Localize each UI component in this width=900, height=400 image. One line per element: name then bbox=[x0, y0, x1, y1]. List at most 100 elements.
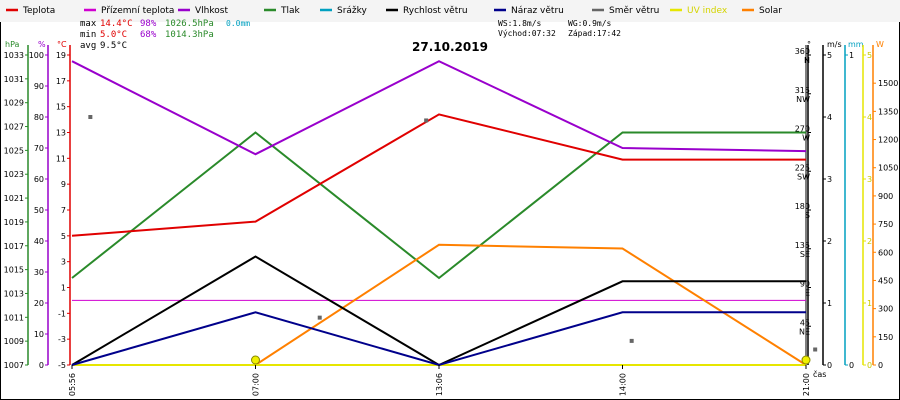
axis-tick-label: 13 bbox=[56, 129, 66, 138]
axis-tick-label: 19 bbox=[56, 51, 66, 60]
axis-tick-label: -5 bbox=[58, 361, 66, 370]
axis-tick-label: 1007 bbox=[4, 361, 24, 370]
axis-tick-label: 100 bbox=[29, 51, 44, 60]
stats-min-label: min bbox=[80, 30, 96, 40]
axis-tick-label: 80 bbox=[34, 113, 44, 122]
axis-tick-direction: SW bbox=[797, 172, 810, 181]
axis-tick-label: 70 bbox=[34, 144, 44, 153]
axis-tick-label: 45 bbox=[800, 318, 810, 327]
axis-tick-label: 225 bbox=[795, 163, 810, 172]
axis-tick-direction: NW bbox=[796, 95, 810, 104]
axis-tick-label: 1033 bbox=[4, 51, 24, 60]
wind-direction-point bbox=[813, 347, 818, 352]
wind-info-block: WS:1.8m/s WG:0.9m/s Východ:07:32 Západ:1… bbox=[498, 19, 621, 38]
axis-tick-label: 450 bbox=[878, 276, 893, 285]
axis-tick-label: 900 bbox=[878, 192, 893, 201]
wind-speed-avg: WS:1.8m/s bbox=[498, 19, 542, 28]
axis-tick-label: 5 bbox=[61, 232, 66, 241]
uv-marker bbox=[251, 355, 260, 365]
legend-label: Srážky bbox=[337, 6, 368, 16]
axis-tick-label: 3 bbox=[867, 175, 872, 184]
axis-tick-label: 1021 bbox=[4, 194, 24, 203]
axis-tick-label: 180 bbox=[795, 202, 810, 211]
x-axis-ticks: 05:56 07:00 13:06 14:00 21:00 bbox=[68, 365, 811, 396]
legend-label: Solar bbox=[759, 6, 782, 16]
axis-tick-label: 1031 bbox=[4, 75, 24, 84]
legend-label: Náraz větru bbox=[511, 6, 564, 16]
axis-tick-label: 90 bbox=[34, 82, 44, 91]
stats-avg-label: avg bbox=[80, 41, 96, 51]
axis-tick-direction: E bbox=[805, 289, 810, 298]
axis-tick-direction: NE bbox=[799, 327, 810, 336]
unit-mm: mm bbox=[848, 40, 864, 49]
axis-tick-label: 4 bbox=[827, 113, 832, 122]
axis-tick-label: 1027 bbox=[4, 123, 24, 132]
axis-tick-label: 7 bbox=[61, 206, 66, 215]
axis-tick-label: 11 bbox=[56, 154, 66, 163]
axis-tick-label: 0 bbox=[867, 361, 872, 370]
axis-tick-label: 1 bbox=[849, 51, 854, 60]
axis-tick-label: 600 bbox=[878, 248, 893, 257]
axis-tick-direction: S bbox=[805, 211, 810, 220]
axis-tick-label: 5 bbox=[867, 51, 872, 60]
axis-tick-label: 3 bbox=[61, 258, 66, 267]
stats-max-rain: 0.0mm bbox=[226, 19, 250, 28]
axis-tick-label: 10 bbox=[34, 330, 44, 339]
plot-area bbox=[71, 60, 818, 367]
axis-tick-label: 150 bbox=[878, 333, 893, 342]
legend-label: Přízemní teplota bbox=[101, 6, 174, 16]
axis-tick-label: 1350 bbox=[878, 107, 898, 116]
legend-label: Tlak bbox=[280, 6, 301, 16]
axis-tick-label: 270 bbox=[795, 125, 810, 134]
stats-max-pressure: 1026.5hPa bbox=[165, 19, 214, 29]
stats-max-humidity: 98% bbox=[140, 19, 157, 29]
axis-unit-labels: hPa % °C ° m/s mm W čas bbox=[5, 40, 884, 379]
axis-tick-label: 1023 bbox=[4, 170, 24, 179]
unit-percent: % bbox=[38, 40, 46, 49]
axis-tick-label: 1013 bbox=[4, 289, 24, 298]
chart-title: 27.10.2019 bbox=[412, 40, 488, 54]
axis-tick-label: 2 bbox=[827, 237, 832, 246]
axis-tick-label: 1017 bbox=[4, 242, 24, 251]
axis-tick-label: 3 bbox=[827, 175, 832, 184]
axis-tick-label: 9 bbox=[61, 180, 66, 189]
axis-tick-label: 2 bbox=[867, 237, 872, 246]
axis-tick-direction: N bbox=[804, 56, 810, 65]
unit-watt: W bbox=[876, 40, 884, 49]
axis-tick-label: 60 bbox=[34, 175, 44, 184]
x-tick-label: 13:06 bbox=[435, 373, 444, 396]
stats-avg-temp: 9.5°C bbox=[100, 41, 127, 51]
axis-tick-label: -1 bbox=[58, 309, 66, 318]
stats-min-humidity: 68% bbox=[140, 30, 157, 40]
legend: Teplota Přízemní teplota Vlhkost Tlak Srážky… bbox=[6, 6, 782, 16]
wind-direction-point bbox=[424, 118, 429, 123]
axis-tick-label: 15 bbox=[56, 103, 66, 112]
axis-tick-label: 750 bbox=[878, 220, 893, 229]
sunrise-time: Východ:07:32 bbox=[498, 29, 556, 38]
x-tick-label: 21:00 bbox=[802, 373, 811, 396]
legend-label: Směr větru bbox=[609, 6, 659, 16]
legend-label: Teplota bbox=[22, 6, 55, 16]
wind-gust-avg: WG:0.9m/s bbox=[568, 19, 612, 28]
axis-tick-label: 360 bbox=[795, 47, 810, 56]
uv-marker bbox=[801, 355, 811, 365]
legend-bar-background bbox=[0, 0, 900, 22]
wind-direction-point bbox=[629, 338, 634, 343]
axis-tick-label: 17 bbox=[56, 77, 66, 86]
axis-tick-direction: SE bbox=[800, 250, 810, 259]
stats-max-label: max bbox=[80, 19, 97, 29]
unit-ms: m/s bbox=[827, 40, 842, 49]
sunset-time: Západ:17:42 bbox=[568, 29, 621, 38]
x-tick-label: 14:00 bbox=[619, 373, 628, 396]
axis-tick-label: 1011 bbox=[4, 313, 24, 322]
axis-tick-label: 0 bbox=[849, 361, 854, 370]
axis-tick-label: 1 bbox=[61, 284, 66, 293]
axis-tick-label: 1015 bbox=[4, 266, 24, 275]
axis-tick-label: 1009 bbox=[4, 337, 24, 346]
unit-time: čas bbox=[813, 369, 826, 379]
unit-hpa: hPa bbox=[5, 40, 20, 49]
stats-min-temp: 5.0°C bbox=[100, 30, 127, 40]
axis-tick-label: 40 bbox=[34, 237, 44, 246]
